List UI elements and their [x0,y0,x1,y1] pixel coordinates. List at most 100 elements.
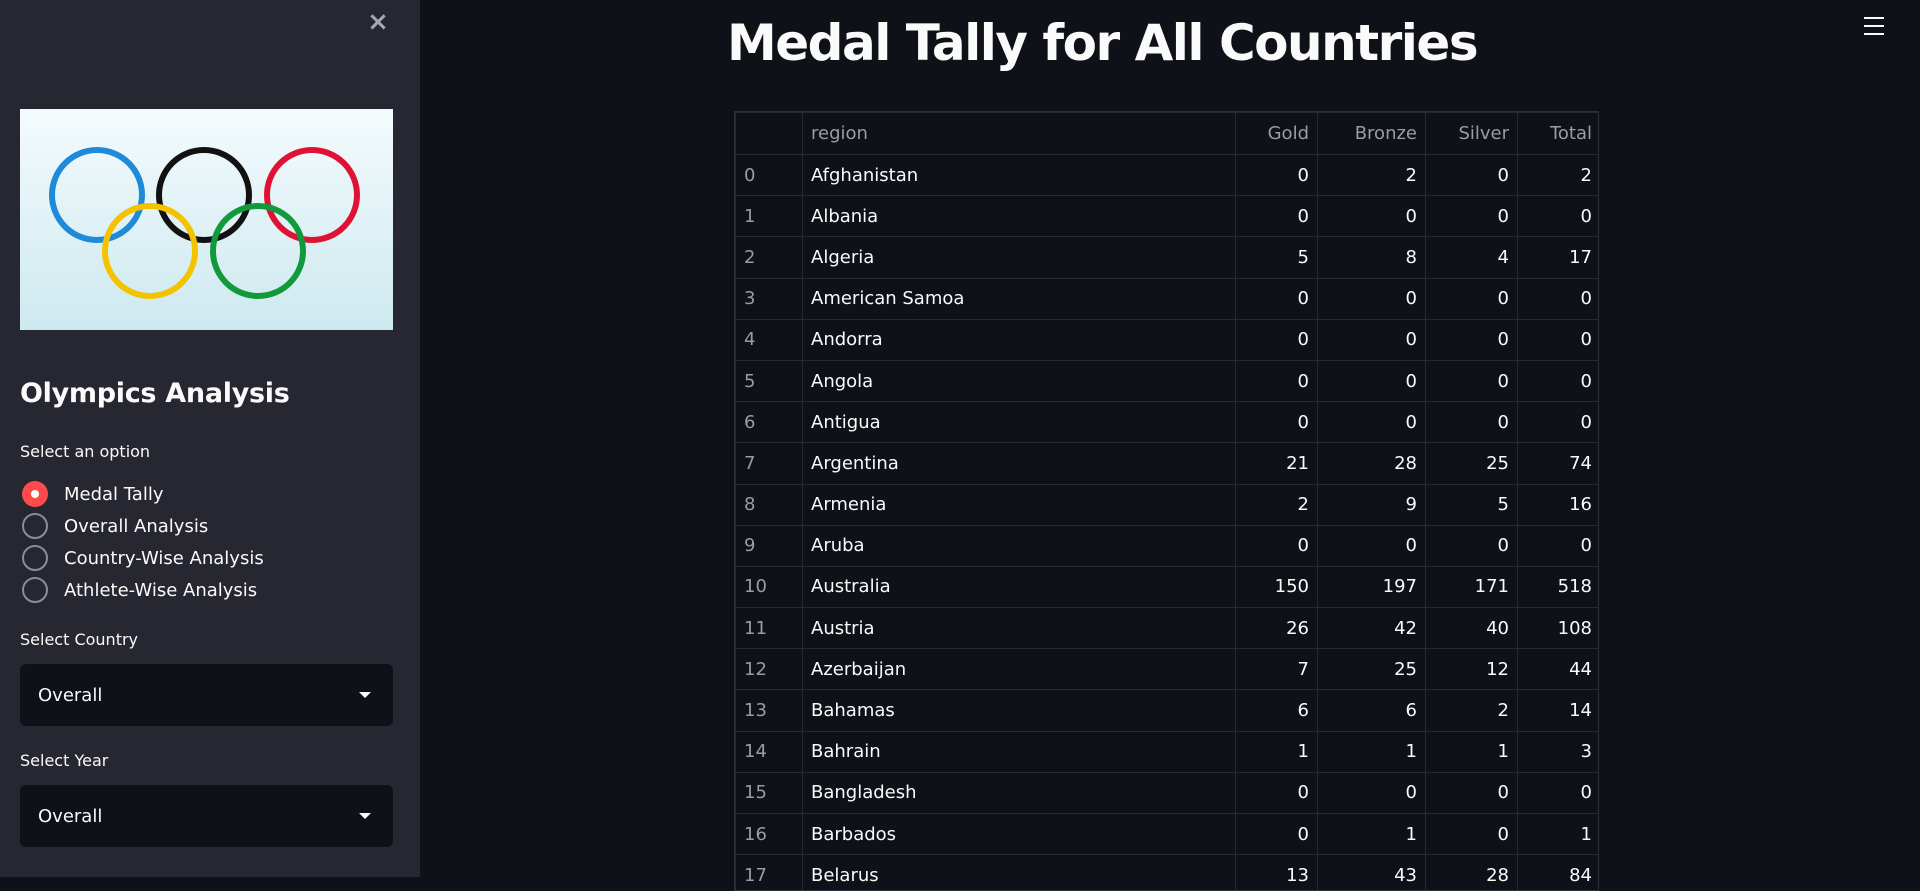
silver-cell[interactable]: 25 [1425,442,1518,485]
total-cell[interactable]: 0 [1517,277,1598,320]
region-cell[interactable]: Angola [802,359,1236,403]
silver-cell[interactable]: 0 [1425,359,1518,403]
row-index[interactable]: 17 [735,854,803,890]
total-cell[interactable]: 0 [1517,359,1598,403]
total-cell[interactable]: 14 [1517,689,1598,732]
bronze-cell[interactable]: 2 [1317,153,1426,197]
total-cell[interactable]: 2 [1517,153,1598,197]
row-index[interactable]: 6 [735,401,803,444]
region-cell[interactable]: Andorra [802,318,1236,361]
row-index[interactable]: 0 [735,153,803,197]
silver-cell[interactable]: 0 [1425,401,1518,444]
gold-cell[interactable]: 0 [1235,524,1318,567]
silver-cell[interactable]: 5 [1425,483,1518,526]
silver-cell[interactable]: 171 [1425,565,1518,609]
column-header-silver[interactable]: Silver [1425,112,1518,155]
row-index[interactable]: 13 [735,689,803,732]
gold-cell[interactable]: 150 [1235,565,1318,609]
bronze-cell[interactable]: 0 [1317,195,1426,238]
row-index[interactable]: 11 [735,607,803,650]
silver-cell[interactable]: 2 [1425,689,1518,732]
total-cell[interactable]: 0 [1517,771,1598,815]
bronze-cell[interactable]: 0 [1317,771,1426,815]
total-cell[interactable]: 16 [1517,483,1598,526]
row-index[interactable]: 1 [735,195,803,238]
bronze-cell[interactable]: 0 [1317,524,1426,567]
bronze-cell[interactable]: 25 [1317,648,1426,691]
gold-cell[interactable]: 26 [1235,607,1318,650]
region-cell[interactable]: Azerbaijan [802,648,1236,691]
gold-cell[interactable]: 0 [1235,277,1318,320]
total-cell[interactable]: 518 [1517,565,1598,609]
gold-cell[interactable]: 0 [1235,195,1318,238]
gold-cell[interactable]: 0 [1235,318,1318,361]
row-index[interactable]: 9 [735,524,803,567]
region-cell[interactable]: Algeria [802,236,1236,279]
bronze-cell[interactable]: 1 [1317,730,1426,773]
bronze-cell[interactable]: 8 [1317,236,1426,279]
silver-cell[interactable]: 0 [1425,153,1518,197]
bronze-cell[interactable]: 43 [1317,854,1426,890]
column-header-bronze[interactable]: Bronze [1317,112,1426,155]
gold-cell[interactable]: 0 [1235,153,1318,197]
country-select[interactable]: Overall [20,664,393,726]
row-index[interactable]: 5 [735,359,803,403]
column-header-total[interactable]: Total [1517,112,1598,155]
region-cell[interactable]: Australia [802,565,1236,609]
silver-cell[interactable]: 12 [1425,648,1518,691]
silver-cell[interactable]: 4 [1425,236,1518,279]
region-cell[interactable]: Aruba [802,524,1236,567]
gold-cell[interactable]: 0 [1235,812,1318,856]
region-cell[interactable]: Afghanistan [802,153,1236,197]
silver-cell[interactable]: 0 [1425,771,1518,815]
gold-cell[interactable]: 0 [1235,359,1318,403]
total-cell[interactable]: 74 [1517,442,1598,485]
region-cell[interactable]: Bangladesh [802,771,1236,815]
silver-cell[interactable]: 0 [1425,318,1518,361]
gold-cell[interactable]: 0 [1235,771,1318,815]
gold-cell[interactable]: 0 [1235,401,1318,444]
row-index[interactable]: 7 [735,442,803,485]
radio-option-athlete-wise-analysis[interactable]: Athlete-Wise Analysis [20,574,264,606]
bronze-cell[interactable]: 42 [1317,607,1426,650]
gold-cell[interactable]: 13 [1235,854,1318,890]
row-index[interactable]: 4 [735,318,803,361]
silver-cell[interactable]: 1 [1425,730,1518,773]
gold-cell[interactable]: 21 [1235,442,1318,485]
total-cell[interactable]: 0 [1517,524,1598,567]
region-cell[interactable]: Austria [802,607,1236,650]
region-cell[interactable]: Armenia [802,483,1236,526]
gold-cell[interactable]: 7 [1235,648,1318,691]
close-sidebar-icon[interactable]: × [367,7,389,37]
gold-cell[interactable]: 5 [1235,236,1318,279]
medal-tally-table[interactable]: region Gold Bronze Silver Total 0 Afghani… [734,111,1599,891]
bronze-cell[interactable]: 9 [1317,483,1426,526]
gold-cell[interactable]: 1 [1235,730,1318,773]
hamburger-menu-icon[interactable] [1862,14,1886,38]
region-cell[interactable]: Argentina [802,442,1236,485]
silver-cell[interactable]: 0 [1425,812,1518,856]
bronze-cell[interactable]: 1 [1317,812,1426,856]
bronze-cell[interactable]: 197 [1317,565,1426,609]
total-cell[interactable]: 44 [1517,648,1598,691]
row-index[interactable]: 3 [735,277,803,320]
silver-cell[interactable]: 0 [1425,524,1518,567]
radio-option-country-wise-analysis[interactable]: Country-Wise Analysis [20,542,264,574]
radio-option-medal-tally[interactable]: Medal Tally [20,478,264,510]
bronze-cell[interactable]: 28 [1317,442,1426,485]
row-index[interactable]: 10 [735,565,803,609]
total-cell[interactable]: 0 [1517,318,1598,361]
row-index[interactable]: 8 [735,483,803,526]
total-cell[interactable]: 0 [1517,195,1598,238]
bronze-cell[interactable]: 0 [1317,277,1426,320]
region-cell[interactable]: Belarus [802,854,1236,890]
bronze-cell[interactable]: 6 [1317,689,1426,732]
total-cell[interactable]: 3 [1517,730,1598,773]
region-cell[interactable]: Barbados [802,812,1236,856]
region-cell[interactable]: Antigua [802,401,1236,444]
silver-cell[interactable]: 0 [1425,277,1518,320]
row-index[interactable]: 15 [735,771,803,815]
gold-cell[interactable]: 2 [1235,483,1318,526]
region-cell[interactable]: Bahamas [802,689,1236,732]
region-cell[interactable]: Bahrain [802,730,1236,773]
